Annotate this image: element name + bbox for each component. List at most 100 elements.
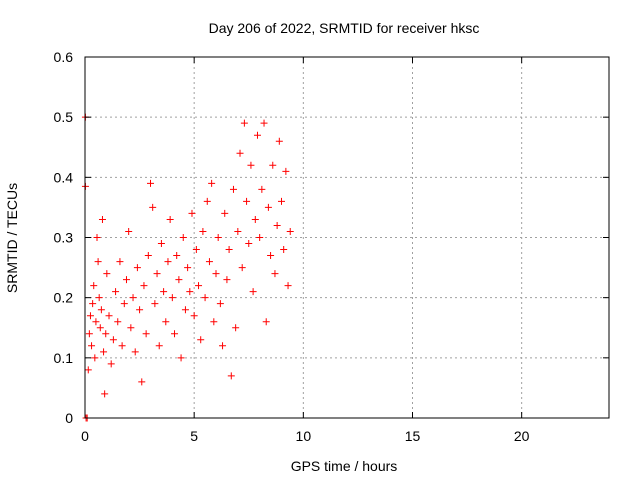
data-point — [171, 330, 179, 338]
data-point — [125, 227, 133, 235]
data-point — [192, 246, 200, 254]
x-tick-label: 15 — [405, 428, 421, 444]
data-point — [100, 348, 108, 356]
data-point — [188, 209, 196, 217]
data-point — [229, 185, 237, 193]
data-point — [97, 306, 105, 314]
data-point — [243, 197, 251, 205]
data-point — [89, 300, 97, 308]
data-point — [275, 137, 283, 145]
y-tick-label: 0.5 — [54, 109, 74, 125]
data-point — [95, 294, 103, 302]
y-tick-label: 0.1 — [54, 350, 74, 366]
data-point — [96, 324, 104, 332]
data-point — [208, 179, 216, 187]
data-point — [234, 227, 242, 235]
data-point — [260, 119, 268, 127]
data-point — [112, 288, 120, 296]
data-point — [227, 372, 235, 380]
data-point — [85, 330, 93, 338]
x-axis-label: GPS time / hours — [291, 458, 398, 474]
data-point — [103, 270, 111, 278]
data-points — [81, 113, 294, 422]
data-point — [166, 215, 174, 223]
data-point — [249, 288, 257, 296]
data-point — [133, 264, 141, 272]
data-point — [142, 330, 150, 338]
data-point — [264, 203, 272, 211]
data-point — [179, 234, 187, 241]
y-tick-label: 0.6 — [54, 49, 74, 65]
data-point — [153, 270, 161, 278]
data-point — [195, 282, 203, 290]
data-point — [203, 197, 211, 205]
data-point — [280, 246, 288, 254]
data-point — [197, 336, 205, 344]
y-tick-label: 0 — [65, 410, 73, 426]
data-point — [221, 209, 229, 217]
data-point — [86, 312, 94, 320]
data-point — [232, 324, 240, 332]
data-point — [127, 324, 135, 332]
data-point — [286, 227, 294, 235]
data-point — [273, 221, 281, 229]
y-tick-label: 0.2 — [54, 290, 74, 306]
y-axis-label: SRMTID / TECUs — [4, 183, 20, 293]
data-point — [190, 312, 198, 320]
data-point — [181, 306, 189, 314]
data-point — [107, 360, 115, 368]
data-point — [109, 336, 117, 344]
data-point — [253, 131, 261, 139]
data-point — [199, 227, 207, 235]
data-point — [131, 348, 139, 356]
data-point — [164, 258, 172, 266]
data-point — [223, 276, 231, 284]
data-point — [101, 390, 109, 398]
data-point — [284, 282, 292, 290]
axis-ticks — [84, 56, 609, 419]
data-point — [136, 306, 144, 314]
data-point — [116, 258, 124, 266]
data-point — [251, 215, 259, 223]
x-tick-label: 5 — [190, 428, 198, 444]
data-point — [162, 318, 170, 326]
y-tick-label: 0.3 — [54, 230, 74, 246]
y-tick-label: 0.4 — [54, 169, 74, 185]
data-point — [93, 234, 101, 241]
data-point — [157, 240, 165, 248]
data-point — [267, 252, 275, 260]
data-point — [262, 318, 270, 326]
data-point — [186, 288, 194, 296]
data-point — [129, 294, 137, 302]
data-point — [144, 252, 152, 260]
data-point — [184, 264, 192, 272]
data-point — [269, 161, 277, 169]
data-point — [92, 318, 100, 326]
data-point — [201, 294, 209, 302]
data-point — [225, 246, 233, 254]
chart-title: Day 206 of 2022, SRMTID for receiver hks… — [209, 20, 480, 36]
data-point — [88, 342, 96, 350]
data-point — [278, 197, 285, 205]
data-point — [282, 167, 290, 175]
data-point — [247, 161, 255, 169]
data-point — [212, 270, 220, 278]
data-point — [91, 354, 99, 362]
data-point — [114, 318, 122, 326]
data-point — [140, 282, 148, 290]
data-point — [138, 378, 146, 386]
data-point — [98, 215, 106, 223]
data-point — [151, 300, 159, 308]
data-point — [122, 276, 130, 284]
data-point — [147, 179, 154, 187]
data-point — [177, 354, 185, 362]
data-point — [94, 258, 102, 266]
data-point — [258, 185, 266, 193]
data-point — [219, 342, 227, 350]
data-point — [168, 294, 176, 302]
data-point — [84, 366, 92, 374]
data-point — [205, 258, 213, 266]
data-point — [236, 149, 244, 157]
